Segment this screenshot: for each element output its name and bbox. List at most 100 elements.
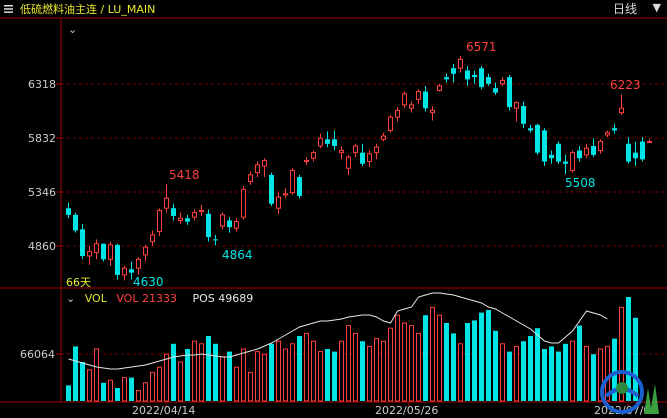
candle-body xyxy=(73,214,78,231)
candle xyxy=(346,154,351,175)
candle xyxy=(178,212,183,224)
volume-bar xyxy=(157,366,162,402)
candle-body xyxy=(626,143,631,162)
volume-bar xyxy=(297,336,302,401)
candle xyxy=(367,150,372,168)
candle-body xyxy=(360,152,365,164)
annotation-high-3: 6223 xyxy=(610,78,641,92)
volume-bar xyxy=(423,315,428,401)
days-label: 66天 xyxy=(66,276,91,289)
candle xyxy=(388,114,393,133)
price-tick-label: 4860 xyxy=(28,240,56,253)
candle-body xyxy=(472,74,477,78)
volume-bar xyxy=(542,349,547,401)
volume-bar xyxy=(402,322,407,402)
candle-body xyxy=(521,106,526,124)
candle xyxy=(626,137,631,164)
candle xyxy=(570,150,575,173)
volume-bar xyxy=(514,345,519,402)
candle xyxy=(66,202,71,219)
volume-bar xyxy=(395,314,400,402)
period-selector[interactable]: 日线 xyxy=(612,2,637,16)
candle-body xyxy=(598,141,603,151)
candle xyxy=(360,143,365,166)
volume-bar xyxy=(619,306,624,402)
volume-bar xyxy=(122,377,127,402)
date-label: 2022/05/26 xyxy=(375,404,438,417)
volume-bar xyxy=(87,369,92,402)
candle xyxy=(101,243,106,262)
candle-body xyxy=(423,91,428,109)
candle xyxy=(577,146,582,162)
candle xyxy=(451,63,456,83)
candle-body xyxy=(269,174,274,204)
price-grid xyxy=(61,83,667,247)
candle xyxy=(591,138,596,158)
candle-body xyxy=(304,159,309,163)
candle-body xyxy=(115,244,120,275)
volume-bar xyxy=(73,346,78,401)
candle xyxy=(143,244,148,262)
candle-body xyxy=(178,217,183,221)
candle-body xyxy=(101,243,106,260)
price-tick-label: 5832 xyxy=(28,132,56,145)
candle-body xyxy=(248,174,253,183)
indicator-vol-label[interactable]: VOL xyxy=(84,292,107,305)
annotation-low-2: 4864 xyxy=(222,248,253,262)
indicator-bar: ⌄ VOL VOL 21333 POS 49689 xyxy=(66,292,259,305)
candle xyxy=(185,214,190,225)
volume-bar xyxy=(451,333,456,401)
candle xyxy=(94,239,99,260)
candle xyxy=(269,172,274,206)
volume-bar xyxy=(346,325,351,402)
candle xyxy=(234,218,239,232)
candle xyxy=(255,161,260,178)
candle-body xyxy=(164,197,169,209)
candle-body xyxy=(591,146,596,155)
candle xyxy=(430,106,435,121)
candle xyxy=(423,86,428,112)
candle-body xyxy=(500,79,505,85)
candle-body xyxy=(395,109,400,118)
candle-body xyxy=(563,161,568,164)
candle-body xyxy=(409,104,414,109)
candle xyxy=(171,203,176,221)
candle-body xyxy=(80,229,85,256)
watermark-logo-icon xyxy=(600,370,659,414)
candle-body xyxy=(570,152,575,171)
volume-bar xyxy=(360,341,365,401)
candle-body xyxy=(325,139,330,144)
candle xyxy=(528,124,533,133)
candle-body xyxy=(633,152,638,159)
volume-bar xyxy=(577,325,582,401)
volume-bar xyxy=(80,362,85,401)
candle xyxy=(374,143,379,160)
date-axis: 2022/04/14 2022/05/26 2022/07/05 xyxy=(132,402,657,417)
candle-body xyxy=(451,68,456,74)
candle-body xyxy=(311,152,316,159)
volume-bar xyxy=(437,314,442,402)
volume-bar xyxy=(206,336,211,401)
volume-bar xyxy=(465,323,470,401)
volume-bar xyxy=(612,338,617,401)
candle-body xyxy=(430,109,435,114)
volume-bar xyxy=(213,343,218,401)
volume-bar xyxy=(185,349,190,401)
volume-bar xyxy=(381,340,386,402)
candle-body xyxy=(416,91,421,100)
position-line xyxy=(68,292,608,370)
volume-bar xyxy=(262,353,267,402)
menu-icon[interactable] xyxy=(4,5,13,13)
indicator-collapse-icon[interactable]: ⌄ xyxy=(66,292,76,305)
volume-bar xyxy=(164,353,169,402)
candle xyxy=(584,143,589,159)
candle-body xyxy=(542,130,547,162)
candle xyxy=(157,208,162,236)
candle-body xyxy=(157,209,162,233)
candle xyxy=(199,204,204,216)
volume-bar xyxy=(94,348,99,402)
candle-body xyxy=(129,269,134,273)
volume-bar xyxy=(318,351,323,402)
chevron-down-icon[interactable]: ▼ xyxy=(652,1,661,14)
